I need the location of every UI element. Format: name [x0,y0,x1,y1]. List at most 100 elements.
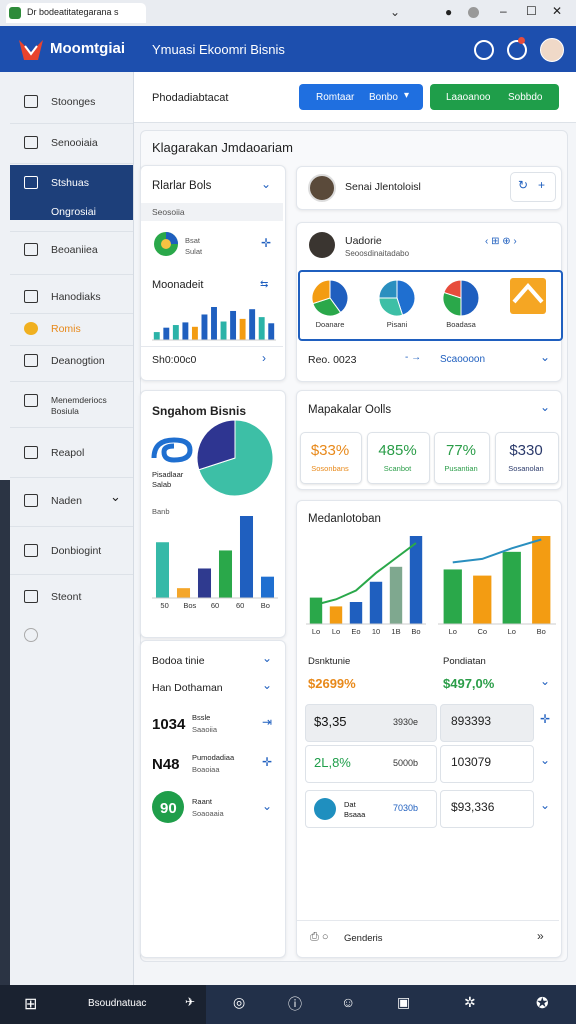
sidebar-icon [24,544,38,557]
expand-icon[interactable]: » [537,929,544,943]
chevron[interactable]: ⌄ [540,674,551,688]
action-icon[interactable]: ✛ [262,755,273,769]
sidebar-divider [10,163,133,164]
card-title: Medanlotoban [308,513,381,525]
pie-slice [378,279,398,299]
sidebar-item[interactable]: Stoonges [51,96,96,108]
taskbar-icon[interactable]: ⓘ [288,996,302,1012]
bar [249,309,256,340]
profile-icon[interactable] [468,7,479,18]
stat-box[interactable] [434,432,490,484]
action-icon[interactable]: ⌄ [540,798,551,812]
sidebar-active [10,165,133,220]
chevron[interactable]: › [262,351,266,365]
arrow-icon: ‑ → [405,352,422,363]
sidebar-icon [24,243,38,256]
sidebar-chevron[interactable]: ⌄ [110,489,121,504]
x-tick-label: Bo [537,627,546,636]
x-tick-label: Lo [508,627,516,636]
sidebar-item[interactable]: Donbiogint [51,545,102,557]
x-tick-label: 1B [391,627,400,636]
sidebar-item[interactable]: Deanogtion [51,355,105,367]
sidebar-icon[interactable] [24,628,38,642]
taskbar-icon[interactable]: ✪ [536,995,549,1012]
footer-icon[interactable]: ⎙ ○ [310,931,329,943]
team-title: Uadorie [345,235,382,247]
sidebar-item[interactable]: Steont [51,591,82,603]
sidebar-item[interactable]: Stshuas [51,177,89,189]
chevron[interactable]: ⌄ [262,651,273,665]
code-badge [152,791,184,823]
chart-title: Moonadeit [152,279,204,291]
chat-icon[interactable] [474,40,494,60]
tab-menu[interactable]: ⌄ [390,5,401,19]
taskbar-icon[interactable]: ▣ [397,994,411,1010]
sidebar-item[interactable]: Naden [51,495,82,507]
x-tick-label: Lo [332,627,340,636]
refresh-icon[interactable]: ↻ [518,178,529,192]
maximize[interactable]: ☐ [526,4,537,18]
pie-icon-mark [512,282,544,304]
sidebar-item[interactable]: Beoaniiea [51,244,98,256]
footer-right[interactable]: Scaoooon [440,354,486,365]
list-code: 1034 [152,716,186,733]
action-icon[interactable]: ⌄ [262,799,273,813]
action-icon[interactable]: ⌄ [540,753,551,767]
table-text: 893393 [451,714,492,728]
table-cell [305,790,437,828]
sidebar-item[interactable]: Menemderiocs Bosiula [51,395,107,416]
stat-box[interactable] [495,432,559,484]
divider [141,346,283,347]
minimize[interactable]: – [500,4,507,18]
pie-slice [329,279,349,314]
notification-icon[interactable] [507,40,527,60]
chevron[interactable]: ⌄ [540,350,551,364]
sidebar-item[interactable]: Romis [51,323,81,335]
taskbar-icon[interactable]: ☺ [341,994,356,1010]
taskbar-icon[interactable]: ✈ [185,995,196,1009]
sidebar-item[interactable]: Reapol [51,447,85,459]
taskbar-icon[interactable]: ✲ [464,994,476,1010]
table-cell [440,704,534,742]
card-subtitle: Seosoiia [152,207,185,217]
list-subtitle: Soaoaaia [192,809,224,818]
sidebar-item[interactable]: Hanodiaks [51,291,101,303]
action-icon[interactable]: ⇥ [262,715,273,729]
primary-button[interactable] [299,84,423,110]
link-icon[interactable]: ⇆ [260,279,269,290]
profile-actions[interactable] [510,172,556,202]
app-title: Ymuasi Ekoomri Bisnis [152,42,285,57]
taskbar-apps [206,985,576,1024]
x-tick-label: 60 [236,601,244,610]
bar [502,551,521,624]
browser-icon[interactable]: ● [445,5,453,19]
sidebar-item[interactable]: Senooiaia [51,137,98,149]
stat-box[interactable] [300,432,362,484]
sidebar-icon [24,354,38,367]
action-icon[interactable]: ✛ [540,712,551,726]
start-button[interactable]: ⊞ [24,996,38,1013]
stat-box[interactable] [367,432,430,484]
add-icon[interactable]: + [538,178,546,192]
sidebar-icon [24,446,38,459]
table-cell [305,704,437,742]
pie-slice [196,419,236,471]
browser-tab[interactable] [6,3,146,23]
avatar[interactable] [540,38,564,62]
trend-line [452,538,542,564]
add-icon[interactable]: ✛ [261,236,272,250]
taskbar-icon[interactable]: ◎ [233,994,246,1010]
favicon [9,7,21,19]
team-actions[interactable]: ‹ ⊞ ⊕ › [485,236,517,247]
sidebar-item[interactable]: Ongrosiai [51,206,96,218]
chevron[interactable]: ⌄ [540,400,551,414]
close[interactable]: ✕ [552,4,563,18]
success-button[interactable] [430,84,559,110]
sidebar-icon [24,136,38,149]
profile-avatar [308,174,336,202]
chevron[interactable]: ⌄ [261,177,272,191]
sidebar [0,72,134,985]
list-title: Han Dothaman [152,682,223,694]
x-tick-label: Eo [351,627,360,636]
chevron[interactable]: ⌄ [262,678,273,692]
